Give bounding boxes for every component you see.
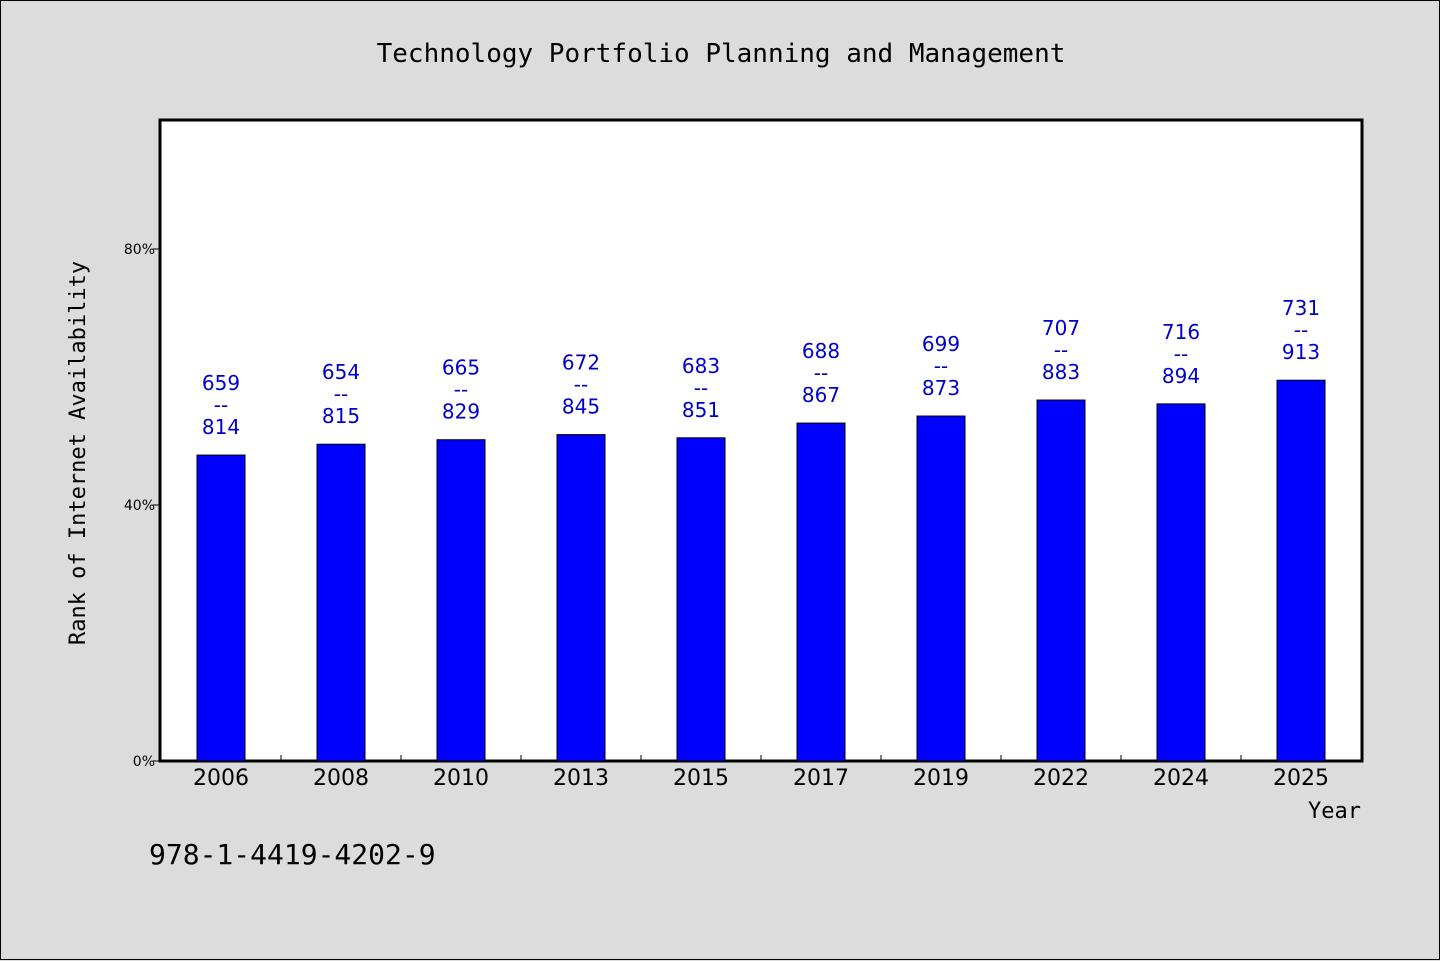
isbn-text: 978-1-4419-4202-9 xyxy=(149,838,436,871)
ticks-group: 0% 40% 80% 2006 2008 2010 2013 2015 2017 2019 2022… xyxy=(124,242,1329,791)
category-label: 2017 xyxy=(793,766,849,791)
category-label: 2025 xyxy=(1273,766,1329,791)
data-label-bottom: 845 xyxy=(562,395,600,419)
data-label-separator: -- xyxy=(814,361,828,385)
data-label-top: 699 xyxy=(922,332,960,356)
category-label: 2010 xyxy=(433,766,489,791)
data-label-separator: -- xyxy=(574,373,588,397)
data-label-separator: -- xyxy=(694,376,708,400)
data-label-separator: -- xyxy=(1054,338,1068,362)
bars-group: 659--814654--815665--829672--845683--851… xyxy=(196,296,1326,762)
bar-2013 xyxy=(556,434,606,762)
category-label: 2008 xyxy=(313,766,369,791)
data-label-top: 707 xyxy=(1042,316,1080,340)
category-label: 2019 xyxy=(913,766,969,791)
data-label-bottom: 867 xyxy=(802,383,840,407)
y-tick-label: 80% xyxy=(124,242,155,258)
y-tick-label: 40% xyxy=(124,498,155,514)
data-label-bottom: 814 xyxy=(202,415,240,439)
data-label-bottom: 894 xyxy=(1162,364,1200,388)
data-label-bottom: 851 xyxy=(682,398,720,422)
data-label-separator: -- xyxy=(214,393,228,417)
data-label-bottom: 913 xyxy=(1282,340,1320,364)
data-label-top: 683 xyxy=(682,354,720,378)
data-label-top: 665 xyxy=(442,356,480,380)
bar-2024 xyxy=(1156,403,1206,762)
data-label-top: 731 xyxy=(1282,296,1320,320)
bar-2019 xyxy=(916,415,966,762)
bar-2006 xyxy=(196,454,246,762)
category-label: 2006 xyxy=(193,766,249,791)
chart-title: Technology Portfolio Planning and Manage… xyxy=(377,39,1066,69)
bar-2022 xyxy=(1036,399,1086,762)
category-label: 2024 xyxy=(1153,766,1209,791)
data-label-bottom: 829 xyxy=(442,400,480,424)
data-label-bottom: 873 xyxy=(922,376,960,400)
bar-2010 xyxy=(436,439,486,762)
bar-2008 xyxy=(316,443,366,762)
data-label-top: 688 xyxy=(802,339,840,363)
data-label-separator: -- xyxy=(1294,318,1308,342)
data-label-separator: -- xyxy=(934,354,948,378)
bar-2017 xyxy=(796,422,846,762)
data-label-bottom: 883 xyxy=(1042,360,1080,384)
data-label-bottom: 815 xyxy=(322,404,360,428)
bar-2025 xyxy=(1276,379,1326,762)
category-label: 2022 xyxy=(1033,766,1089,791)
category-label: 2013 xyxy=(553,766,609,791)
y-axis-label: Rank of Internet Availability xyxy=(66,261,91,645)
data-label-top: 659 xyxy=(202,371,240,395)
data-label-separator: -- xyxy=(1174,342,1188,366)
data-label-top: 716 xyxy=(1162,320,1200,344)
y-tick-label: 0% xyxy=(133,754,155,770)
data-label-separator: -- xyxy=(334,382,348,406)
data-label-top: 672 xyxy=(562,351,600,375)
x-axis-label: Year xyxy=(1308,799,1361,824)
bar-2015 xyxy=(676,437,726,762)
category-label: 2015 xyxy=(673,766,729,791)
data-label-top: 654 xyxy=(322,360,360,384)
data-label-separator: -- xyxy=(454,378,468,402)
